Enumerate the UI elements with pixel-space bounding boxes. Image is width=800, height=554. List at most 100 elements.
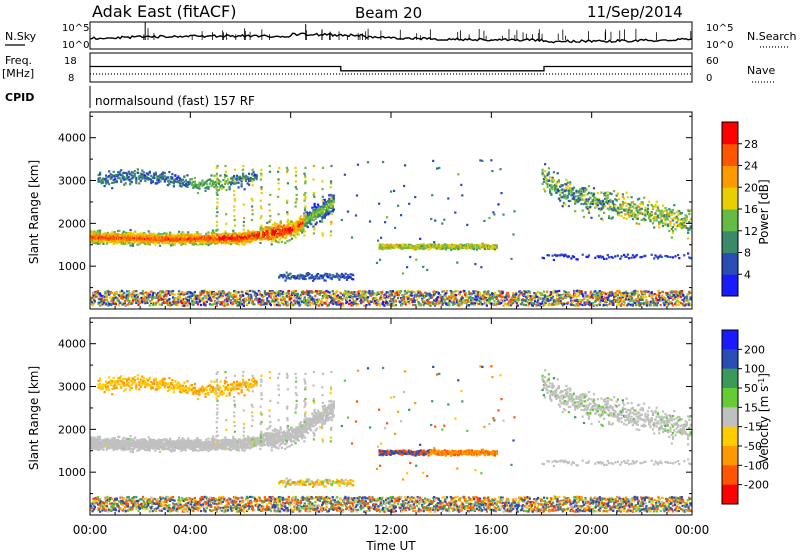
data-cell — [683, 223, 686, 226]
data-cell — [244, 238, 247, 242]
data-cell — [236, 178, 239, 181]
data-cell — [272, 295, 276, 298]
data-cell — [684, 214, 687, 217]
data-cell — [641, 203, 644, 206]
date-label: 11/Sep/2014 — [587, 3, 683, 21]
data-cell — [242, 178, 245, 181]
data-cell — [254, 238, 257, 241]
data-cell — [193, 180, 196, 183]
data-cell — [569, 199, 572, 202]
data-cell — [144, 176, 147, 179]
data-cell — [98, 298, 101, 301]
data-cell — [611, 256, 614, 259]
data-cell — [248, 179, 251, 183]
data-cell — [145, 234, 148, 237]
data-cell — [308, 272, 311, 276]
data-cell — [315, 290, 318, 293]
data-cell — [304, 274, 307, 278]
data-cell — [328, 194, 331, 197]
data-cell — [293, 296, 296, 299]
data-cell — [260, 172, 263, 175]
data-cell — [666, 212, 670, 215]
data-cell — [499, 168, 502, 171]
data-cell — [223, 235, 226, 238]
data-cell — [450, 248, 453, 251]
data-cell — [147, 173, 150, 176]
data-cell — [114, 175, 117, 178]
data-cell — [285, 234, 288, 237]
data-cell — [562, 188, 565, 191]
data-cell — [217, 236, 220, 239]
data-cell — [207, 243, 210, 247]
data-cell — [190, 178, 193, 181]
freq-label: Freq. — [5, 54, 32, 67]
data-cell — [619, 203, 622, 206]
data-cell — [580, 192, 583, 195]
data-cell — [170, 290, 173, 293]
data-cell — [603, 257, 606, 260]
data-cell — [661, 215, 665, 218]
data-cell — [234, 298, 237, 302]
data-cell — [154, 173, 157, 176]
data-cell — [150, 178, 153, 181]
data-cell — [415, 258, 418, 261]
data-cell — [577, 196, 581, 199]
data-cell — [110, 299, 113, 302]
data-cell — [251, 300, 254, 303]
data-cell — [666, 223, 670, 226]
data-cell — [216, 186, 219, 189]
data-cell — [214, 187, 218, 190]
data-cell — [201, 239, 204, 242]
data-cell — [255, 231, 259, 234]
data-cell — [169, 292, 172, 295]
data-cell — [634, 213, 637, 216]
data-cell — [260, 215, 263, 218]
data-cell — [636, 217, 639, 220]
data-cell — [541, 168, 544, 171]
data-cell — [510, 257, 513, 260]
data-cell — [235, 294, 238, 297]
data-cell — [281, 295, 285, 298]
data-cell — [287, 292, 291, 295]
data-cell — [292, 228, 295, 231]
data-cell — [377, 239, 380, 242]
data-cell — [129, 244, 132, 247]
data-cell — [224, 299, 227, 303]
data-cell — [217, 239, 220, 242]
data-cell — [148, 293, 151, 297]
data-cell — [290, 297, 293, 300]
data-cell — [684, 225, 687, 228]
data-cell — [623, 216, 626, 220]
data-cell — [628, 209, 631, 212]
data-cell — [130, 174, 133, 177]
data-cell — [403, 184, 406, 188]
data-cell — [132, 299, 135, 302]
data-cell — [240, 235, 243, 238]
data-cell — [157, 176, 160, 179]
data-cell — [153, 239, 156, 242]
data-cell — [188, 233, 191, 236]
data-cell — [195, 183, 198, 186]
data-cell — [210, 238, 213, 242]
data-cell — [97, 173, 100, 177]
data-cell — [284, 299, 287, 302]
data-cell — [205, 238, 208, 241]
data-cell — [309, 211, 312, 214]
data-cell — [277, 182, 280, 185]
data-cell — [557, 189, 560, 192]
data-cell — [585, 203, 588, 206]
data-cell — [268, 228, 271, 231]
data-cell — [187, 291, 190, 294]
data-cell — [586, 255, 589, 259]
data-cell — [100, 240, 103, 243]
data-cell — [208, 296, 212, 299]
data-cell — [239, 177, 242, 180]
data-cell — [208, 303, 212, 306]
data-cell — [125, 298, 128, 301]
data-cell — [138, 241, 141, 244]
data-cell — [324, 279, 327, 282]
data-cell — [475, 248, 478, 251]
data-cell — [271, 237, 274, 240]
data-cell — [303, 207, 307, 210]
